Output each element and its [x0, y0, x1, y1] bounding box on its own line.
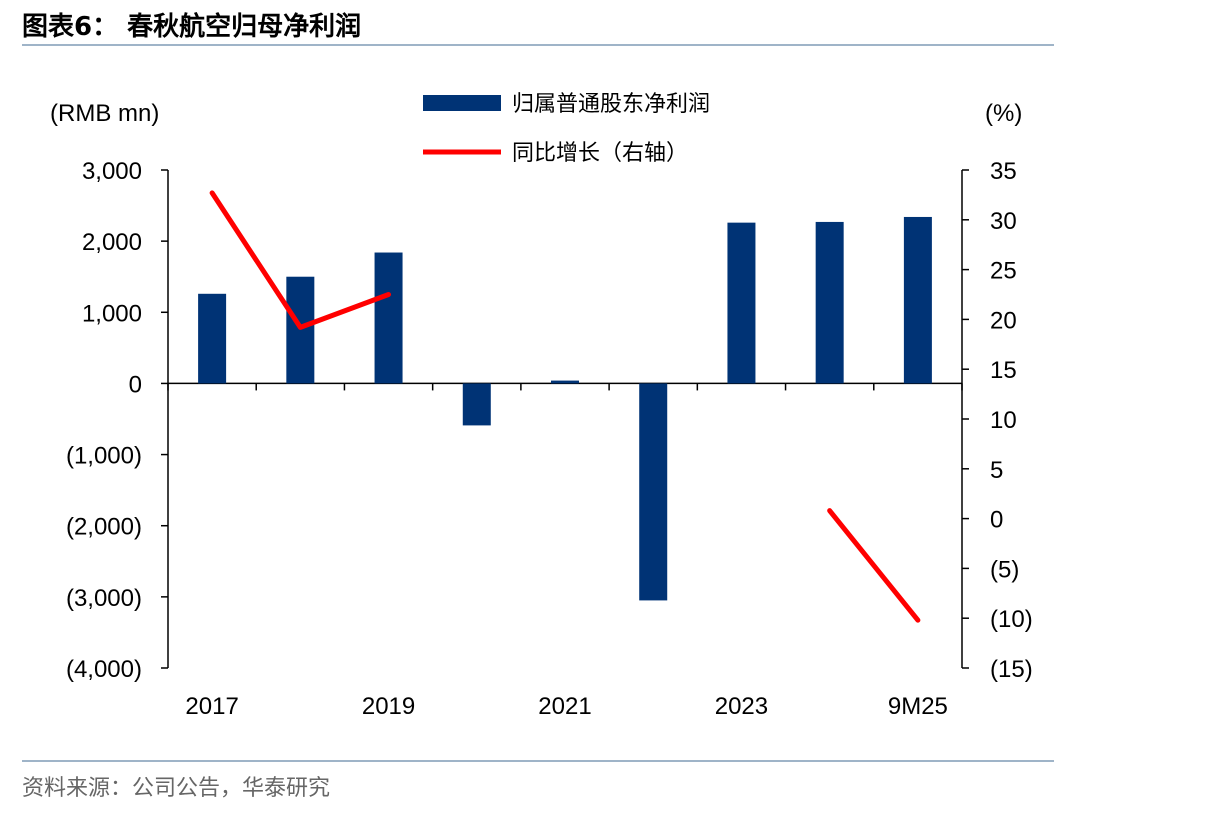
bar-2019 [374, 252, 403, 384]
legend-line-label: 同比增长（右轴） [512, 141, 688, 166]
right-axis-tick-label: 10 [990, 407, 1017, 434]
bar-2021 [551, 380, 579, 384]
right-axis-tick-label: 20 [990, 307, 1017, 334]
bar-9M25 [903, 216, 932, 384]
right-axis-tick-label: 0 [990, 507, 1003, 534]
right-axis-tick-label: 25 [990, 258, 1017, 285]
x-axis-tick-label: 2021 [538, 693, 591, 720]
left-axis-tick-label: (1,000) [66, 443, 142, 470]
left-axis-tick-label: (3,000) [66, 585, 142, 612]
left-axis-tick-label: 0 [129, 371, 142, 398]
bottom-divider [22, 760, 1054, 762]
source-note: 资料来源：公司公告，华泰研究 [22, 776, 331, 801]
chart-title: 图表6： 春秋航空归母净利润 [22, 12, 362, 42]
left-axis-tick-label: (4,000) [66, 656, 142, 683]
x-axis-tick-label: 9M25 [888, 693, 948, 720]
bar-2023 [727, 222, 756, 384]
bar-2022 [639, 383, 668, 601]
x-axis-tick-label: 2017 [185, 693, 238, 720]
right-axis-tick-label: (15) [990, 656, 1033, 683]
right-axis-tick-label: 5 [990, 457, 1003, 484]
right-axis-tick-label: 15 [990, 357, 1017, 384]
chart-canvas: 3,000 2,000 1,000 0 (1,000) (2,000) (3,000) (4,… [50, 92, 1033, 720]
x-axis-tick-label: 2023 [715, 693, 768, 720]
growth-line-segment [827, 508, 921, 623]
right-axis-label: (%) [985, 100, 1022, 127]
top-divider [22, 44, 1054, 46]
right-axis-tick-label: (5) [990, 556, 1019, 583]
legend-bar-label: 归属普通股东净利润 [512, 92, 710, 117]
x-axis-tick-label: 2019 [362, 693, 415, 720]
bar-2024 [815, 221, 844, 384]
left-axis-tick-label: 2,000 [82, 229, 142, 256]
legend-bar-swatch [423, 95, 501, 111]
right-axis-tick-label: (10) [990, 606, 1033, 633]
bar-2017 [198, 293, 227, 384]
bar-2020 [462, 383, 491, 426]
right-axis-tick-label: 35 [990, 158, 1017, 185]
bar-2018 [286, 276, 315, 384]
left-axis-tick-label: (2,000) [66, 514, 142, 541]
right-axis-tick-label: 30 [990, 208, 1017, 235]
left-axis-tick-label: 1,000 [82, 300, 142, 327]
left-axis-tick-label: 3,000 [82, 158, 142, 185]
left-axis-label: (RMB mn) [50, 100, 159, 127]
